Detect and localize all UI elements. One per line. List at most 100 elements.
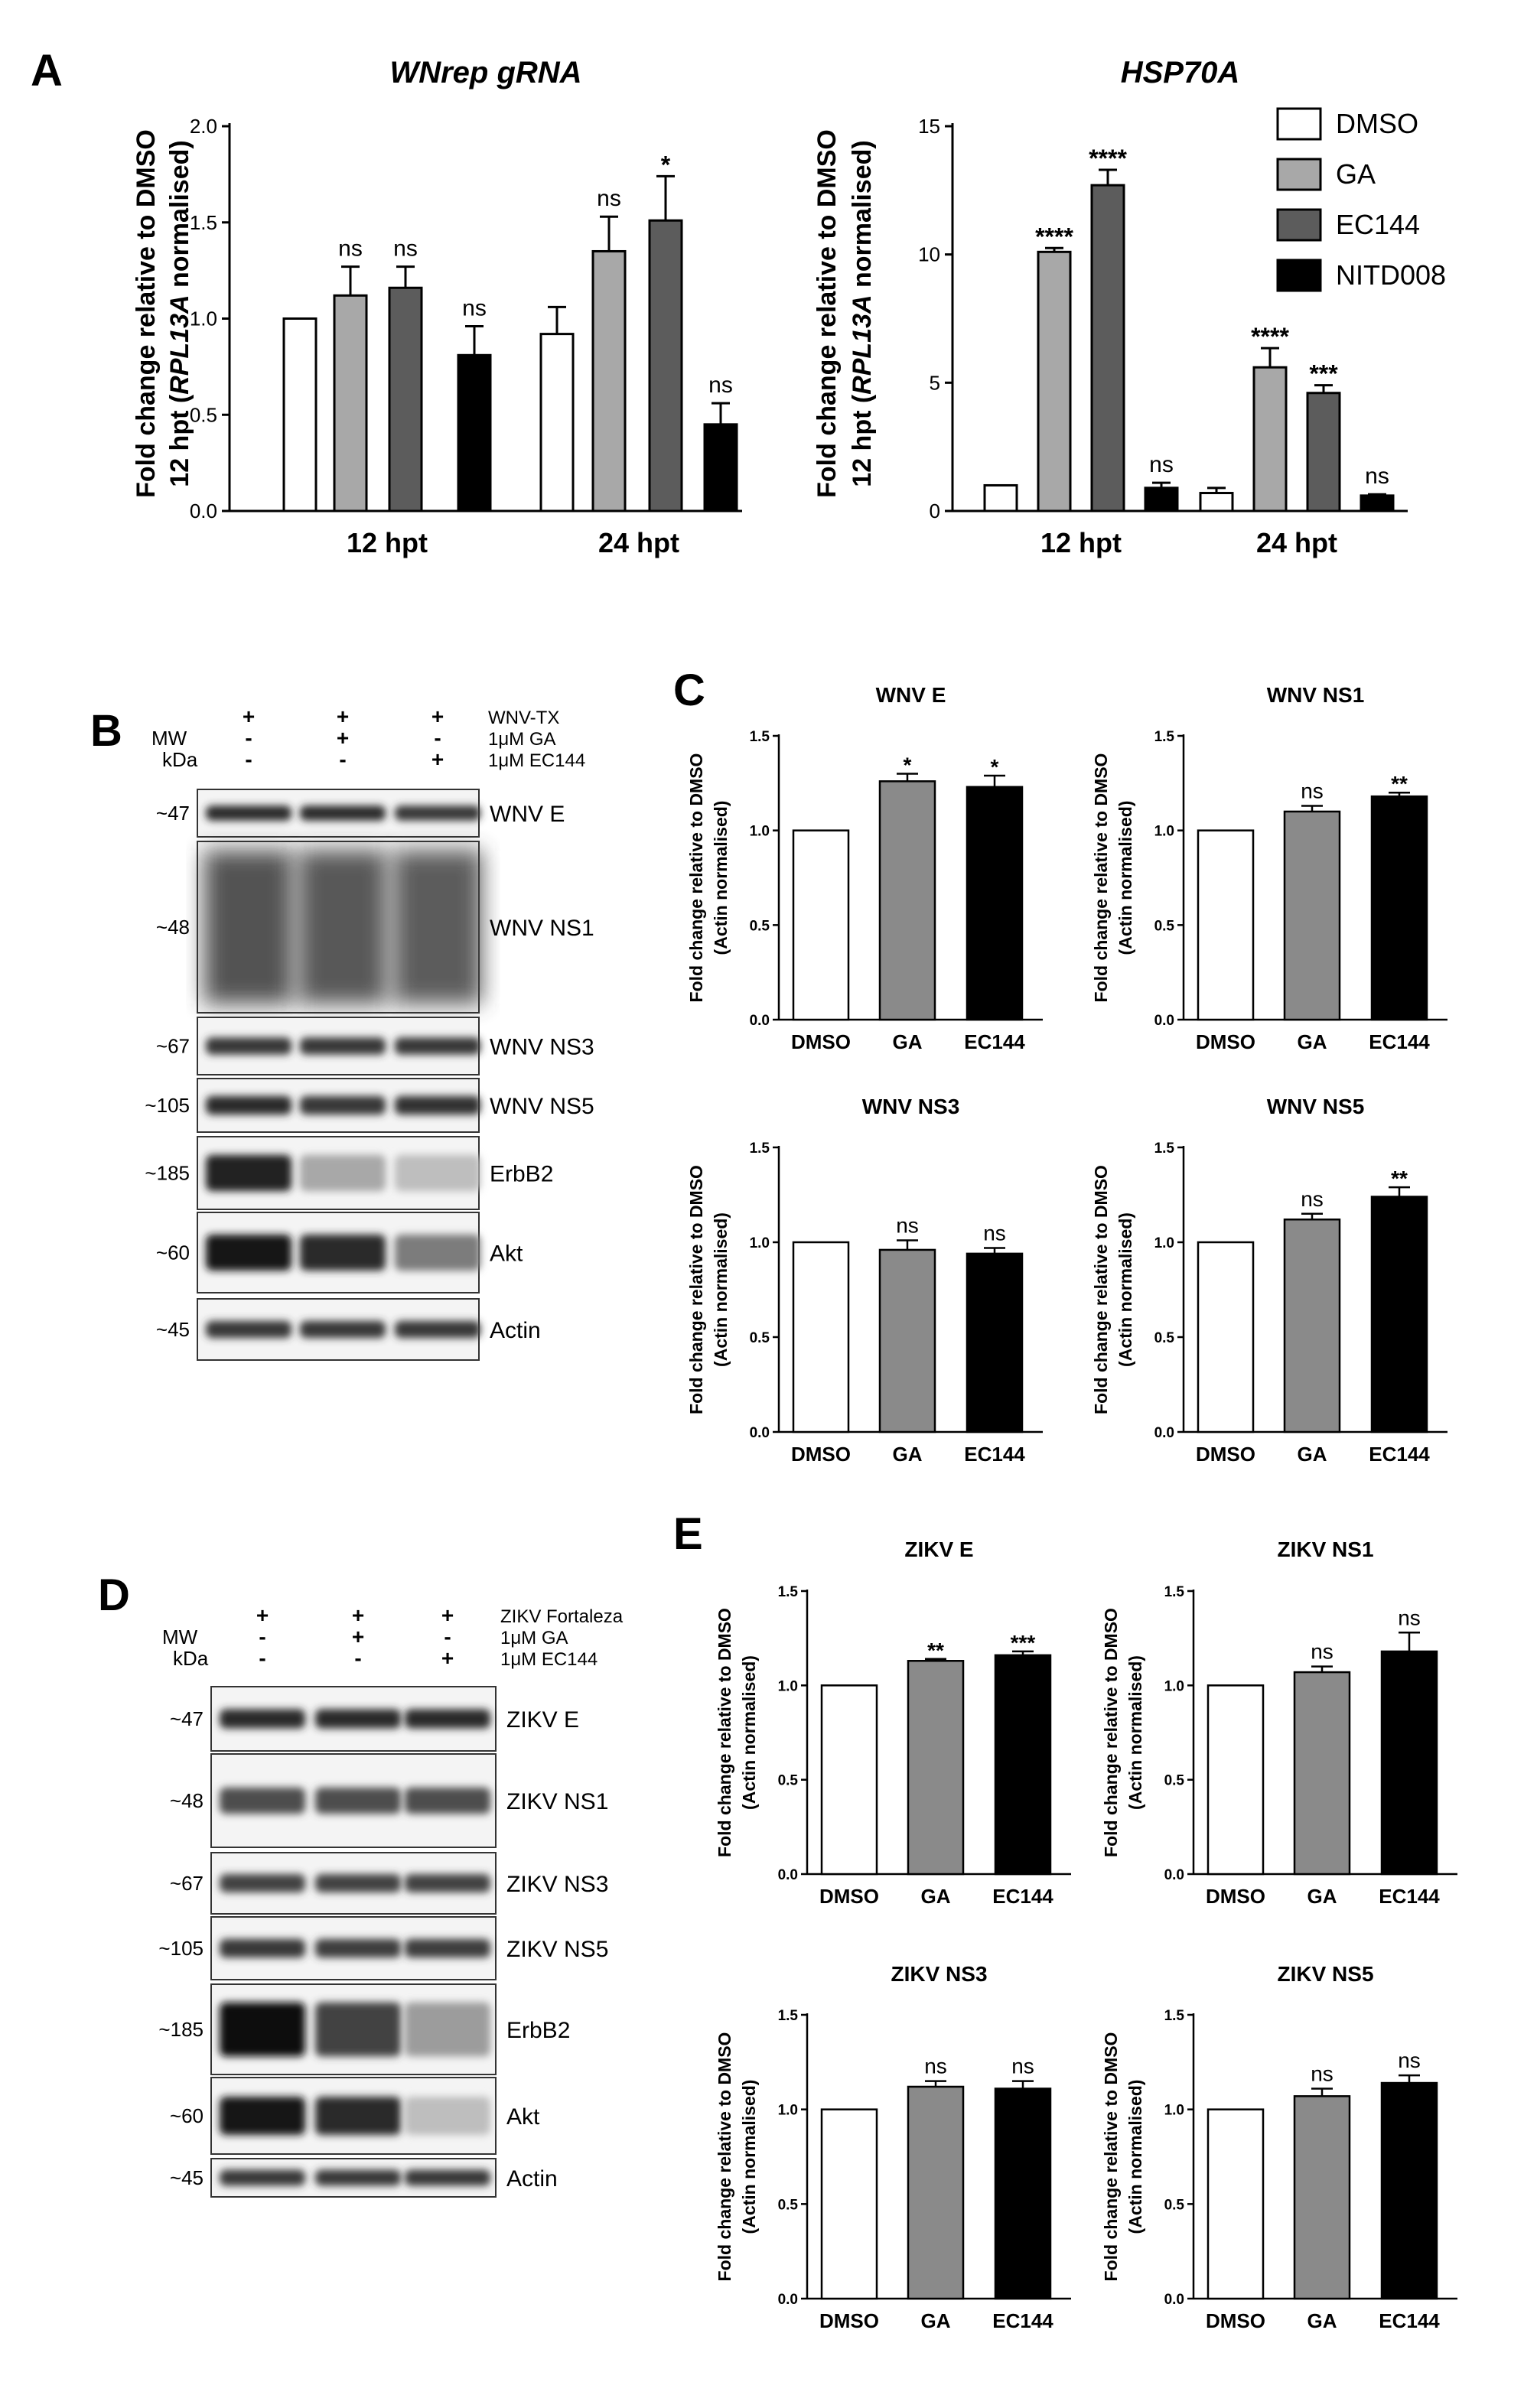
significance-label: ns — [1311, 2061, 1334, 2085]
bar-dmso — [792, 1241, 850, 1433]
y-tick-label: 1.0 — [750, 1235, 770, 1251]
bar-ec144 — [966, 1252, 1024, 1433]
legend-swatch-ec144 — [1276, 208, 1322, 242]
panel-a-ylabel-line1: Fold change relative to DMSO — [132, 129, 161, 498]
blot-band — [300, 805, 386, 821]
category-label: DMSO — [819, 2309, 879, 2332]
treatment-label: WNV-TX — [488, 708, 559, 728]
y-tick-label: 0.0 — [1164, 1867, 1184, 1883]
y-tick-label: 1.0 — [750, 824, 770, 840]
blot-band — [395, 1154, 480, 1192]
protein-label: ZIKV NS5 — [506, 1937, 608, 1962]
legend-swatch-nitd008 — [1276, 259, 1322, 292]
y-axis-label: Fold change relative to DMSO — [1091, 753, 1111, 1003]
chart-e3: Fold change relative to DMSO (Actin norma… — [715, 1962, 1071, 2332]
treatment-label: 1μM GA — [500, 1628, 568, 1648]
category-label: EC144 — [1379, 2309, 1440, 2332]
y-tick-label: 0.0 — [1164, 2292, 1184, 2308]
treatment-sign: + — [243, 705, 255, 728]
molecular-weight: ~185 — [145, 1162, 190, 1185]
category-label: DMSO — [791, 1443, 851, 1466]
blot-band — [395, 805, 480, 821]
y-tick-label: 0.5 — [750, 918, 770, 934]
blot-band — [315, 2097, 401, 2135]
category-label: 12 hpt — [1040, 527, 1122, 558]
blot-strip-actin: ~45 Actin — [170, 2158, 558, 2198]
y-tick-label: 0.0 — [190, 499, 217, 522]
treatment-sign: - — [245, 726, 252, 750]
molecular-weight: ~48 — [156, 916, 190, 939]
protein-label: WNV NS1 — [490, 916, 594, 941]
category-label: GA — [1298, 1030, 1327, 1053]
molecular-weight: ~60 — [170, 2104, 204, 2127]
y-tick-label: 1.0 — [778, 2103, 798, 2119]
significance-label: ** — [1391, 1167, 1408, 1190]
protein-label: ZIKV NS3 — [506, 1872, 608, 1897]
treatment-sign: + — [431, 705, 444, 728]
y-axis-label: (Actin normalised) — [1115, 1212, 1135, 1367]
y-tick-label: 0 — [930, 499, 940, 522]
treatment-label: 1μM EC144 — [488, 750, 585, 771]
blot-band — [206, 1154, 291, 1192]
y-tick-label: 0.5 — [778, 1773, 799, 1789]
y-tick-label: 0.5 — [1164, 1773, 1185, 1789]
mw-label: MW — [151, 727, 187, 750]
y-tick-label: 0.5 — [1154, 1330, 1175, 1346]
bar-ec144 — [648, 219, 683, 513]
protein-label: ZIKV E — [506, 1707, 579, 1733]
legend-label: GA — [1336, 158, 1376, 190]
blot-strip-wnv-ns3: ~67 WNV NS3 — [156, 1017, 594, 1075]
category-label: EC144 — [1379, 1885, 1440, 1908]
y-tick-label: 1.5 — [750, 1141, 770, 1157]
blot-strip-zikv-ns1: ~48 ZIKV NS1 — [170, 1753, 608, 1848]
y-axis-label: Fold change relative to DMSO — [686, 753, 706, 1003]
blot-band — [300, 1095, 386, 1115]
significance-label: ns — [1365, 464, 1389, 489]
y-tick-label: 0.0 — [750, 1013, 770, 1029]
blot-band — [315, 2002, 401, 2057]
treatment-sign: + — [352, 1625, 364, 1648]
significance-label: ns — [462, 296, 487, 321]
blot-band — [405, 1787, 490, 1814]
y-tick-label: 0.0 — [1154, 1013, 1174, 1029]
treatment-sign: - — [434, 726, 441, 750]
bar-ec144 — [994, 2087, 1052, 2300]
blot-band — [206, 1037, 291, 1055]
significance-label: ns — [1398, 1606, 1421, 1629]
significance-label: **** — [1089, 145, 1127, 172]
blot-strip-zikv-ns5: ~105 ZIKV NS5 — [158, 1916, 608, 1980]
bar-ga — [878, 1248, 936, 1433]
y-tick-label: 1.0 — [1164, 2103, 1184, 2119]
bar-dmso — [1206, 2108, 1265, 2300]
blot-strip-actin: ~45 Actin — [156, 1298, 541, 1361]
y-tick-label: 1.5 — [778, 2008, 799, 2024]
y-axis-label: (Actin normalised) — [1115, 801, 1135, 955]
y-tick-label: 1.0 — [1154, 1235, 1174, 1251]
panel-letter-d: D — [98, 1570, 130, 1620]
treatment-sign: + — [352, 1603, 364, 1627]
treatment-sign: - — [259, 1646, 265, 1670]
bar-dmso — [1197, 1241, 1255, 1433]
molecular-weight: ~105 — [158, 1937, 204, 1960]
blot-band — [315, 1787, 401, 1814]
category-label: EC144 — [992, 2309, 1053, 2332]
significance-label: ns — [1149, 452, 1174, 477]
molecular-weight: ~45 — [170, 2166, 204, 2189]
blot-band — [395, 1320, 480, 1339]
bar-dmso — [820, 2108, 878, 2300]
chart-title: WNV E — [876, 683, 946, 707]
bar-dmso — [1206, 1684, 1265, 1876]
blot-band — [405, 2097, 490, 2135]
blot-band — [405, 1938, 490, 1958]
category-label: DMSO — [1196, 1443, 1255, 1466]
chart-c4: Fold change relative to DMSO (Actin norma… — [1091, 1095, 1447, 1466]
panel-a-ylabel-line2: 12 hpt (RPL13A normalised) — [165, 140, 194, 486]
significance-label: ns — [1311, 1640, 1334, 1664]
blot-band — [206, 1095, 291, 1115]
significance-label: ** — [927, 1638, 944, 1662]
bar-ga — [1293, 1671, 1351, 1876]
bar-dmso — [820, 1684, 878, 1876]
chart-c1: Fold change relative to DMSO (Actin norma… — [686, 683, 1043, 1053]
y-tick-label: 1.5 — [1164, 1584, 1185, 1600]
